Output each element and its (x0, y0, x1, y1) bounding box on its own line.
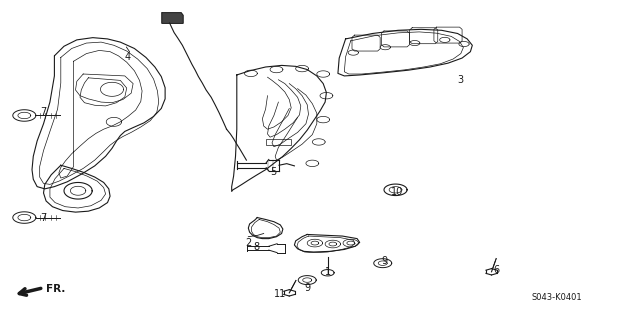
Text: 7: 7 (40, 212, 47, 223)
Text: 4: 4 (125, 52, 131, 63)
Text: 7: 7 (40, 107, 47, 117)
Text: 3: 3 (458, 75, 464, 85)
Text: 9: 9 (381, 256, 387, 266)
Text: FR.: FR. (46, 284, 65, 294)
Text: 11: 11 (274, 289, 287, 299)
Text: 10: 10 (390, 187, 403, 197)
Text: 2: 2 (245, 238, 252, 248)
Text: 9: 9 (304, 283, 310, 293)
Text: 5: 5 (270, 167, 276, 177)
Text: 6: 6 (493, 264, 500, 275)
Polygon shape (162, 13, 183, 23)
Text: S043-K0401: S043-K0401 (531, 293, 582, 302)
Text: 8: 8 (253, 242, 259, 252)
Text: 1: 1 (325, 267, 332, 277)
